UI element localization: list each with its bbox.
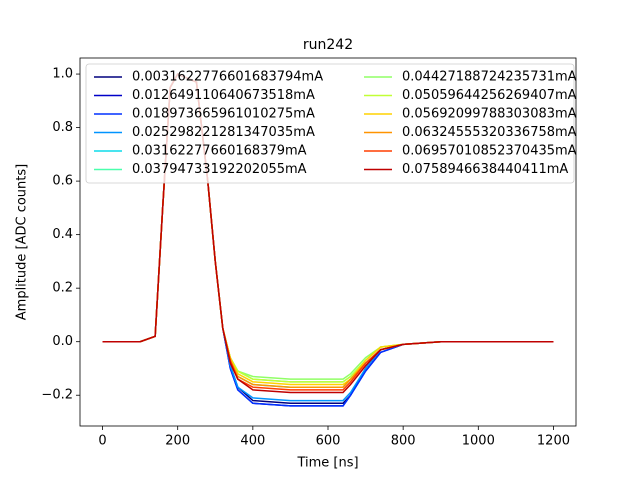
x-axis-label: Time [ns] [296,456,358,471]
y-tick-label: 0.2 [52,281,73,296]
legend-label: 0.06324555320336758mA [402,125,577,140]
y-axis-label: Amplitude [ADC counts] [15,164,30,320]
legend-label: 0.0031622776601683794mA [132,70,323,85]
chart-title: run242 [303,37,353,53]
legend-box [85,63,575,184]
y-tick-label: 0.4 [52,227,73,242]
legend-label: 0.012649110640673518mA [132,88,315,103]
y-tick-label: 0.8 [52,120,73,135]
legend-label: 0.06957010852370435mA [402,144,577,159]
legend-label: 0.05059644256269407mA [402,88,577,103]
y-tick-label: 0.0 [52,334,73,349]
x-tick-label: 400 [240,434,265,449]
y-tick-label: 1.0 [52,67,73,82]
x-tick-label: 200 [165,434,190,449]
x-tick-label: 600 [316,434,341,449]
legend-label: 0.025298221281347035mA [132,125,315,140]
x-tick-label: 0 [98,434,106,449]
legend-label: 0.04427188724235731mA [402,70,577,85]
y-tick-label: 0.6 [52,174,73,189]
legend-label: 0.018973665961010275mA [132,107,315,122]
x-tick-label: 800 [391,434,416,449]
legend-label: 0.03794733192202055mA [132,162,307,177]
legend-label: 0.05692099788303083mA [402,107,577,122]
legend-label: 0.0758946638440411mA [402,162,568,177]
x-tick-label: 1000 [462,434,495,449]
legend-label: 0.03162277660168379mA [132,144,307,159]
y-tick-label: −0.2 [41,388,73,403]
x-tick-label: 1200 [537,434,570,449]
